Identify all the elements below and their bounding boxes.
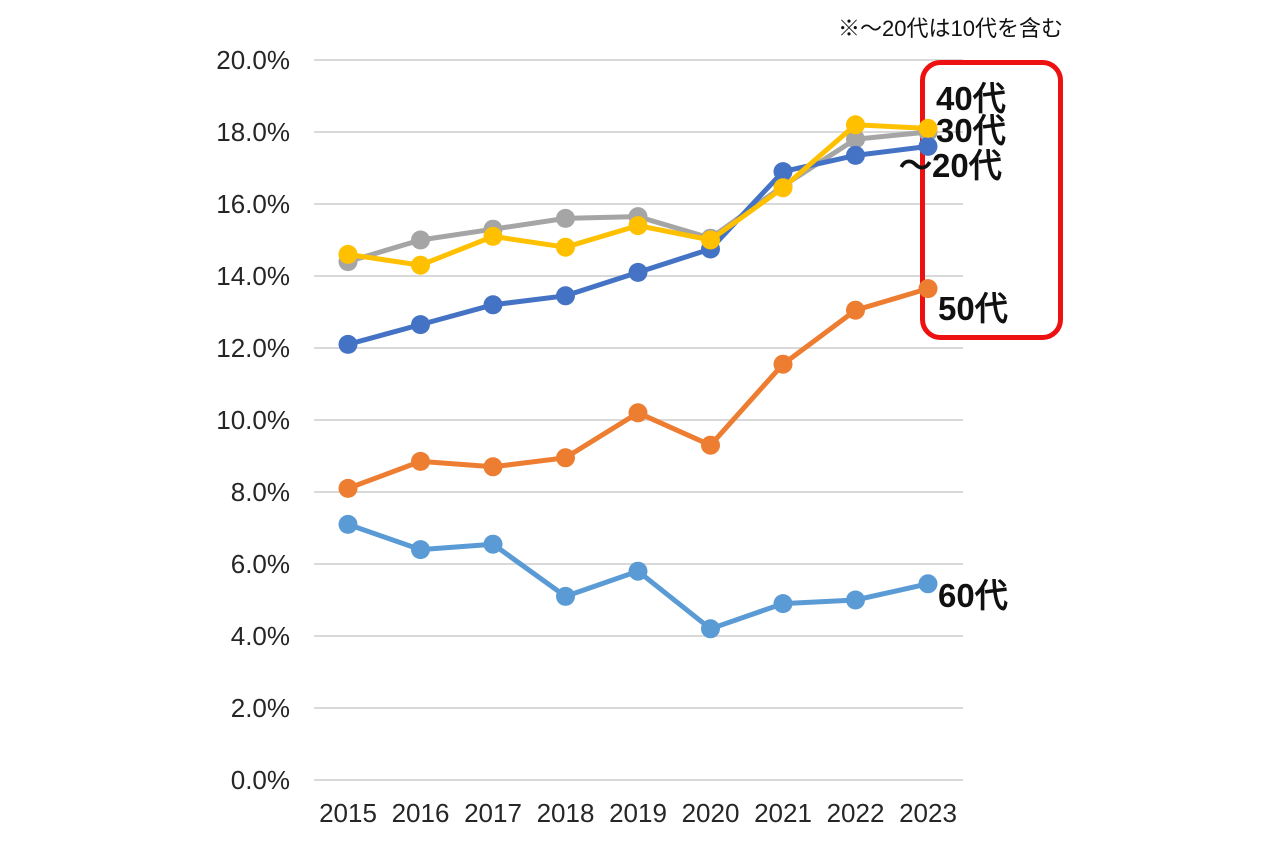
y-tick-label: 20.0% <box>216 45 290 75</box>
y-tick-label: 18.0% <box>216 117 290 147</box>
y-tick-label: 4.0% <box>230 621 290 651</box>
series-under20s-marker <box>846 145 865 165</box>
series-40s-marker <box>846 115 865 135</box>
y-tick-label: 14.0% <box>216 261 290 291</box>
series-60s-marker <box>628 561 648 581</box>
series-60s-marker <box>701 619 720 639</box>
series-layer <box>338 115 938 639</box>
series-60s <box>338 514 938 639</box>
series-50s-marker <box>556 448 575 468</box>
series-under20s-marker <box>773 162 793 182</box>
y-tick-label: 6.0% <box>230 549 290 579</box>
series-60s-marker <box>556 586 575 606</box>
chart-footnote: ※～20代は10代を含む <box>838 16 1063 41</box>
x-tick-label: 2020 <box>681 798 740 828</box>
series-40s <box>338 115 938 275</box>
series-under20s-marker <box>556 286 575 306</box>
series-40s-marker <box>918 118 938 138</box>
series-under20s-marker <box>628 262 648 282</box>
x-tick-label: 2021 <box>754 798 812 828</box>
x-tick-label: 2022 <box>826 798 885 828</box>
series-60s-marker <box>411 540 430 560</box>
x-tick-label: 2019 <box>609 798 667 828</box>
series-40s-marker <box>338 244 358 264</box>
series-30s-marker <box>556 208 575 228</box>
series-40s-marker <box>411 255 430 275</box>
series-30s-marker <box>411 230 430 250</box>
series-label-40s: 40代 <box>936 80 1006 117</box>
y-tick-label: 2.0% <box>230 693 290 723</box>
series-50s-marker <box>628 403 648 423</box>
y-tick-label: 10.0% <box>216 405 290 435</box>
x-tick-label: 2018 <box>536 798 595 828</box>
x-tick-label: 2023 <box>899 798 957 828</box>
series-50s <box>338 279 938 498</box>
highlight-box-layer <box>920 60 1063 340</box>
series-under20s-line <box>345 143 931 347</box>
series-50s-marker <box>483 457 503 477</box>
series-60s-marker <box>338 514 358 534</box>
series-60s-marker <box>483 534 503 554</box>
x-tick-label: 2017 <box>464 798 522 828</box>
series-under20s-marker <box>918 136 938 156</box>
series-40s-marker <box>556 237 575 257</box>
series-40s-marker <box>483 226 503 246</box>
series-under20s-marker <box>338 334 358 354</box>
series-40s-marker <box>773 178 793 198</box>
series-40s-marker <box>628 216 648 236</box>
x-tick-label: 2016 <box>391 798 450 828</box>
y-tick-label: 16.0% <box>216 189 290 219</box>
series-60s-marker <box>773 594 793 614</box>
series-under20s <box>338 136 938 354</box>
series-under20s-marker <box>483 295 503 315</box>
series-50s-marker <box>338 478 358 498</box>
series-50s-marker <box>773 354 793 374</box>
series-30s-marker <box>846 129 865 149</box>
series-50s-marker <box>701 435 720 455</box>
series-60s-marker <box>918 574 938 594</box>
highlight-box <box>920 60 1063 340</box>
series-label-60s: 60代 <box>938 577 1008 614</box>
series-40s-marker <box>701 230 720 250</box>
y-tick-label: 0.0% <box>230 765 290 795</box>
series-50s-marker <box>918 279 938 299</box>
series-label-under20s: ～20代 <box>899 147 1002 184</box>
series-60s-marker <box>846 590 865 610</box>
x-tick-label: 2015 <box>319 798 377 828</box>
series-50s-marker <box>411 451 430 471</box>
series-50s-marker <box>846 300 865 320</box>
series-30s <box>338 122 938 272</box>
series-label-50s: 50代 <box>938 290 1008 327</box>
series-under20s-marker <box>411 315 430 335</box>
series-label-30s: 30代 <box>936 112 1006 149</box>
y-tick-label: 8.0% <box>230 477 290 507</box>
y-tick-label: 12.0% <box>216 333 290 363</box>
series-30s-line <box>345 129 931 265</box>
